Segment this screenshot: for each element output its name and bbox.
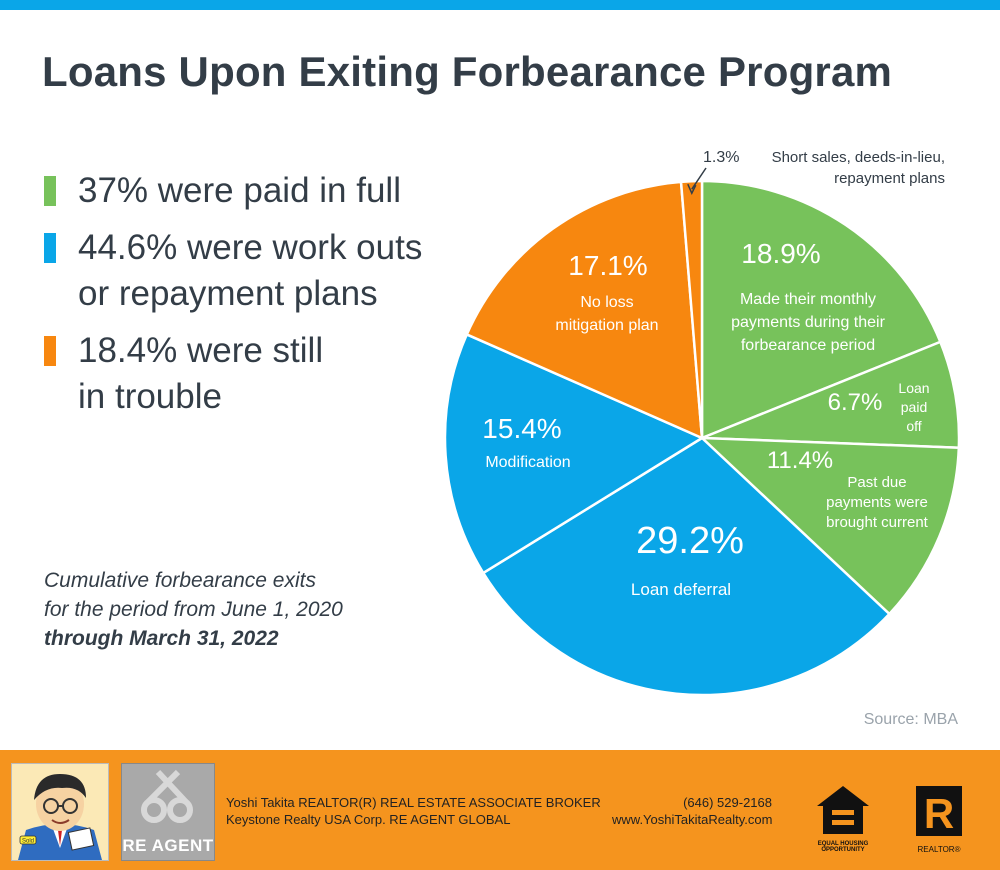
blue-legend-swatch (44, 233, 56, 263)
slice-category-label: mitigation plan (555, 317, 658, 334)
slice-category-label: Past due (847, 474, 906, 491)
note-line-3: through March 31, 2022 (44, 627, 279, 650)
note-line-2: for the period from June 1, 2020 (44, 598, 343, 621)
slice-category-label: paid (901, 399, 927, 415)
slice-category-label: No loss (580, 294, 633, 311)
pie-slice (465, 180, 704, 440)
pie-slice (482, 436, 891, 697)
slice-category-label: Modification (485, 454, 570, 471)
note-line-1: Cumulative forbearance exits (44, 569, 316, 592)
slice-category-label: payments during their (731, 314, 886, 331)
summary-item-text: 37% were paid in full (78, 171, 401, 210)
summary-list: 37% were paid in full 44.6% were work ou… (44, 168, 422, 431)
callout-leader-line (691, 167, 707, 190)
slice-category-label: repayment plans (834, 170, 945, 187)
pie-slice (700, 436, 961, 616)
pie-slice (443, 333, 704, 575)
equal-housing-logo: EQUAL HOUSING OPPORTUNITY (815, 784, 871, 854)
slice-category-label: Loan (898, 380, 929, 396)
agent-info: Yoshi Takita REALTOR(R) REAL ESTATE ASSO… (226, 794, 601, 828)
summary-item-text: 44.6% were work outs or repayment plans (78, 228, 423, 313)
slice-percent-label: 17.1% (568, 250, 647, 281)
summary-item-trouble: 18.4% were still in trouble (44, 328, 422, 420)
slice-percent-label: 15.4% (482, 413, 561, 444)
slice-percent-label: 1.3% (703, 149, 739, 166)
pie-slice (679, 179, 704, 440)
sold-badge: Sold (22, 839, 34, 845)
slice-category-label: brought current (826, 514, 929, 531)
house-icon (817, 786, 869, 834)
website-link[interactable]: www.YoshiTakitaRealty.com (612, 812, 773, 827)
top-accent-bar (0, 0, 1000, 10)
agent-name-line: Yoshi Takita REALTOR(R) REAL ESTATE ASSO… (226, 795, 601, 810)
realtor-logo: R REALTOR® (912, 784, 966, 854)
summary-item-paid: 37% were paid in full (44, 168, 422, 214)
green-legend-swatch (44, 176, 56, 206)
realtor-r-icon: R (916, 786, 962, 837)
slice-percent-label: 18.9% (741, 238, 820, 269)
slice-category-label: Short sales, deeds-in-lieu, (772, 149, 945, 166)
period-note: Cumulative forbearance exits for the per… (44, 566, 343, 653)
realtor-label: REALTOR® (917, 845, 961, 854)
callout-arrow-icon (687, 183, 697, 195)
slice-percent-label: 6.7% (828, 389, 883, 416)
pie-slice (700, 340, 961, 449)
contact-info: (646) 529-2168 www.YoshiTakitaRealty.com (612, 794, 772, 828)
slice-category-label: Loan deferral (631, 580, 731, 599)
re-agent-logo: RE AGENT (121, 763, 215, 861)
slice-category-label: off (906, 418, 921, 434)
footer: Sold RE AGENT Yoshi Takita REALTOR(R) RE… (0, 750, 1000, 870)
page-title: Loans Upon Exiting Forbearance Program (42, 48, 893, 95)
logo-label: RE AGENT (122, 836, 214, 855)
slice-percent-label: 11.4% (767, 447, 833, 474)
svg-text:R: R (924, 790, 954, 837)
pie-slice (700, 179, 942, 440)
eho-label: EQUAL HOUSING OPPORTUNITY (817, 841, 869, 853)
keys-logo-icon (141, 769, 193, 823)
summary-item-workouts: 44.6% were work outs or repayment plans (44, 225, 422, 317)
slice-category-label: Made their monthly (740, 291, 876, 308)
phone-number: (646) 529-2168 (683, 795, 772, 810)
slice-category-label: payments were (826, 494, 928, 511)
agent-avatar: Sold (11, 763, 109, 861)
summary-item-text: 18.4% were still in trouble (78, 331, 324, 416)
agency-line: Keystone Realty USA Corp. RE AGENT GLOBA… (226, 812, 511, 827)
slice-category-label: forbearance period (741, 337, 875, 354)
orange-legend-swatch (44, 336, 56, 366)
caricature-icon: Sold (12, 764, 108, 860)
slice-percent-label: 29.2% (636, 520, 744, 562)
pie-chart: 18.9% Made their monthly payments during t… (443, 149, 961, 697)
source-label: Source: MBA (863, 711, 958, 728)
